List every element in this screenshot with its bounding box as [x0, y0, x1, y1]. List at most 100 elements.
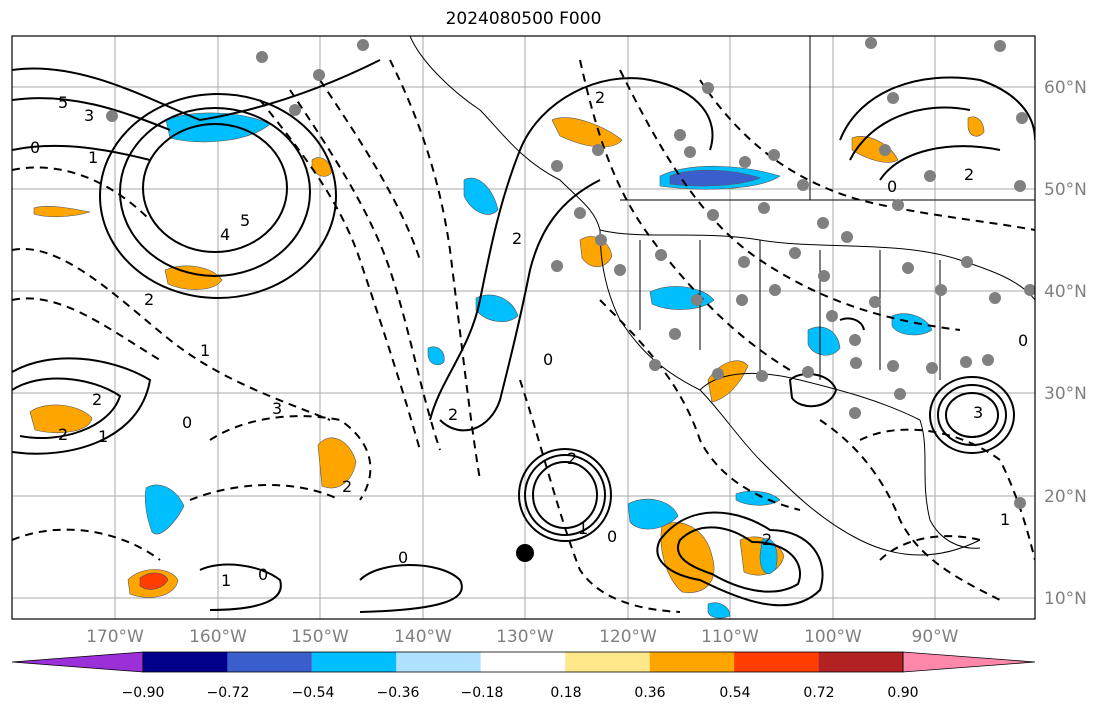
- contour-label: 2: [762, 530, 772, 549]
- dashed-contours: [12, 59, 1035, 613]
- colorbar-tick-label: 0.90: [887, 685, 918, 701]
- lon-label: 130°W: [496, 627, 554, 647]
- lat-label: 40°N: [1044, 282, 1087, 302]
- contour-label: 0: [543, 350, 553, 369]
- contour-label: 2: [144, 290, 154, 309]
- lon-label: 90°W: [912, 627, 959, 647]
- contour-label: 4: [220, 225, 230, 244]
- colorbar-segment: [565, 652, 650, 672]
- contour-label: 2: [964, 165, 974, 184]
- shade-patch-orange: [164, 265, 223, 290]
- colorbar: [11, 651, 1036, 673]
- colorbar-tick-label: 0.36: [634, 685, 665, 701]
- colorbar-tick-label: −0.36: [377, 685, 420, 701]
- lon-label: 170°W: [86, 627, 144, 647]
- colorbar-segment: [396, 652, 481, 672]
- shade-patch-darkblue: [669, 169, 761, 187]
- contour-label: 3: [84, 106, 94, 125]
- contour-label: 1: [221, 571, 231, 590]
- lon-label: 150°W: [291, 627, 349, 647]
- contour-label: 0: [258, 565, 268, 584]
- solid-contours: [12, 59, 1035, 613]
- colorbar-segment: [311, 652, 397, 672]
- lon-label: 160°W: [189, 627, 247, 647]
- contour-label: 0: [887, 177, 897, 196]
- contour-label: 2: [448, 405, 458, 424]
- colorbar-tick-label: −0.90: [122, 685, 165, 701]
- graticule: [12, 36, 1035, 619]
- shaded-field: [29, 112, 985, 619]
- shade-patch-blue: [891, 313, 933, 336]
- colorbar-extension-low: [11, 651, 144, 673]
- longitude-labels: 170°W 160°W 150°W 140°W 130°W 120°W 110°…: [86, 627, 959, 647]
- contour-label: 2: [567, 449, 577, 468]
- shade-patch-blue: [144, 484, 185, 535]
- lon-label: 140°W: [394, 627, 452, 647]
- colorbar-segment: [227, 652, 312, 672]
- contour-label: 2: [342, 477, 352, 496]
- colorbar-segment: [480, 652, 566, 672]
- contour-label: 1: [200, 341, 210, 360]
- shade-patch-orange: [33, 206, 91, 218]
- shade-patch-blue: [759, 538, 778, 574]
- contour-label: 0: [30, 138, 40, 157]
- lat-label: 20°N: [1044, 487, 1087, 507]
- shade-patch-blue: [427, 346, 445, 366]
- contour-label: 1: [98, 427, 108, 446]
- shade-patch-blue: [735, 490, 781, 506]
- contour-label: 1: [88, 148, 98, 167]
- contour-label: 3: [272, 399, 282, 418]
- shade-patch-orange: [29, 404, 93, 433]
- colorbar-tick-label: 0.54: [719, 685, 750, 701]
- contour-label: 2: [595, 88, 605, 107]
- shade-patch-blue: [707, 602, 731, 619]
- lat-label: 50°N: [1044, 180, 1087, 200]
- shade-patch-orange: [317, 437, 357, 489]
- lat-label: 10°N: [1044, 589, 1087, 609]
- contour-label: 2: [92, 390, 102, 409]
- contour-label: 0: [1018, 331, 1028, 350]
- colorbar-tick-label: 0.18: [550, 685, 581, 701]
- shade-patch-red: [139, 572, 169, 590]
- colorbar-ticks: −0.90 −0.72 −0.54 −0.36 −0.18 0.18 0.36 …: [122, 685, 919, 701]
- position-marker: [516, 544, 534, 562]
- map-title: 2024080500 F000: [445, 9, 602, 29]
- colorbar-segment: [818, 652, 903, 672]
- shade-patch-orange: [551, 117, 623, 148]
- colorbar-frame: [142, 651, 904, 673]
- contour-label: 1: [1000, 510, 1010, 529]
- colorbar-segment: [649, 652, 735, 672]
- coastlines: [409, 36, 1035, 556]
- shade-patch-orange: [967, 116, 985, 137]
- colorbar-tick-label: −0.18: [461, 685, 504, 701]
- contour-label: 0: [398, 548, 408, 567]
- shade-patch-orange: [851, 136, 899, 163]
- shade-patch-blue: [463, 177, 499, 215]
- lon-label: 120°W: [599, 627, 657, 647]
- contour-labels: 5 3 0 1 5 4 2 1 2 2 1 0 3 2 2 0 2 2 0 2 …: [30, 88, 1028, 590]
- lat-label: 60°N: [1044, 78, 1087, 98]
- colorbar-segment: [734, 652, 819, 672]
- contour-label: 1: [578, 519, 588, 538]
- colorbar-tick-label: 0.72: [803, 685, 834, 701]
- lon-label: 110°W: [701, 627, 759, 647]
- map-frame: [11, 35, 1036, 620]
- station-dots: [106, 37, 1035, 509]
- shade-patch-blue: [475, 294, 519, 322]
- contour-label: 3: [973, 403, 983, 422]
- lon-label: 100°W: [804, 627, 862, 647]
- lat-label: 30°N: [1044, 384, 1087, 404]
- map-background: [12, 36, 1035, 619]
- colorbar-extension-high: [902, 651, 1036, 673]
- contour-label: 0: [607, 527, 617, 546]
- shade-patch-blue: [627, 498, 679, 530]
- contour-label: 0: [182, 413, 192, 432]
- shade-patch-blue: [807, 326, 841, 356]
- contour-label: 2: [512, 229, 522, 248]
- contour-label: 2: [58, 425, 68, 444]
- colorbar-tick-label: −0.72: [207, 685, 250, 701]
- contour-label: 5: [58, 93, 68, 112]
- contour-label: 5: [240, 211, 250, 230]
- colorbar-tick-label: −0.54: [292, 685, 335, 701]
